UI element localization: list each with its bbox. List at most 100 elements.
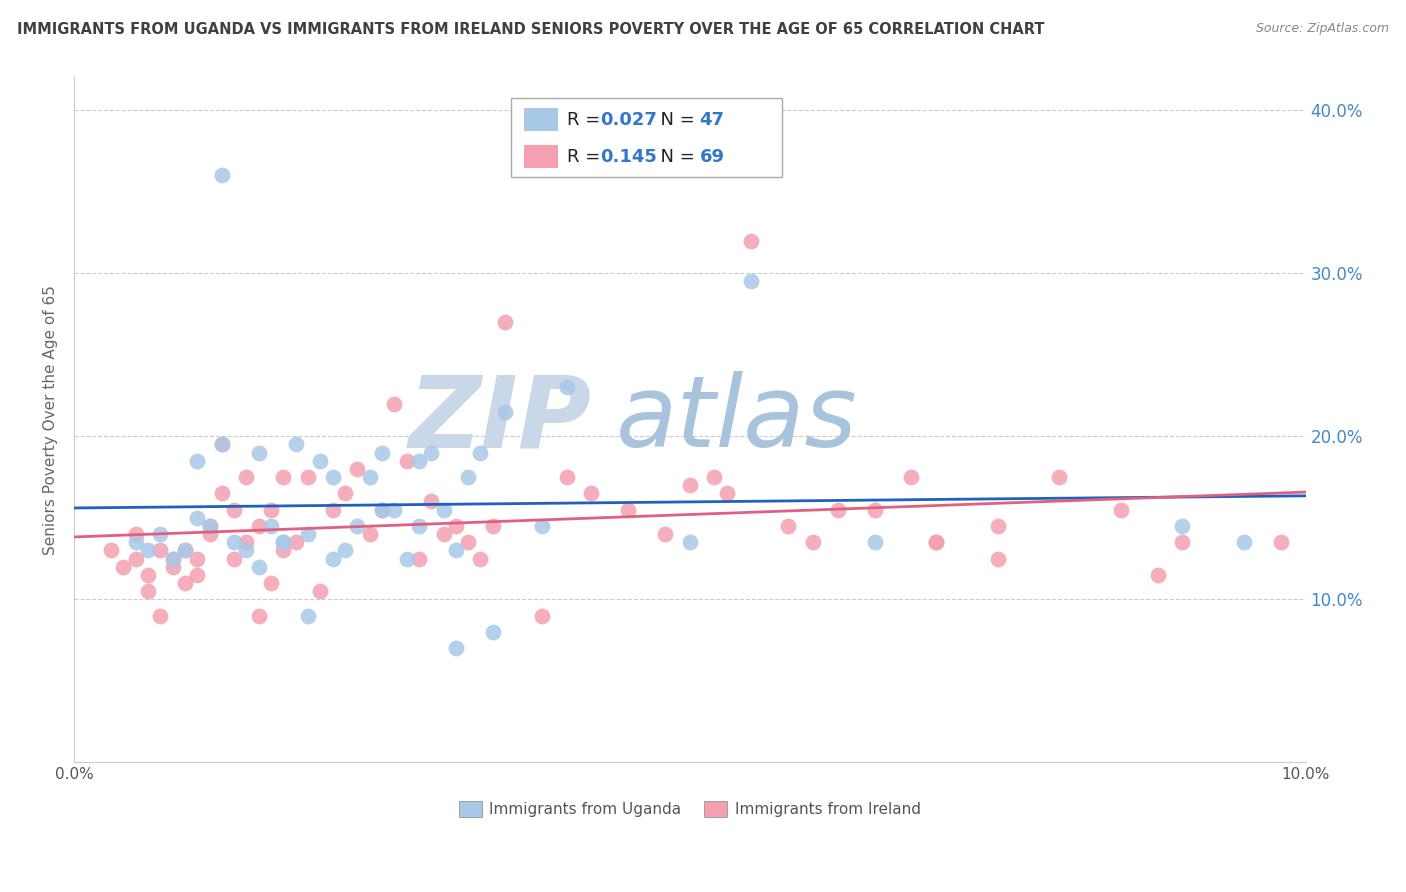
Point <box>273 535 295 549</box>
Point <box>297 608 319 623</box>
Point <box>408 453 430 467</box>
Point <box>531 519 554 533</box>
Point <box>371 502 394 516</box>
Point <box>346 462 368 476</box>
Text: N =: N = <box>650 111 700 129</box>
Point <box>149 527 172 541</box>
Point <box>346 519 368 533</box>
Point <box>382 396 405 410</box>
Point <box>1171 535 1194 549</box>
FancyBboxPatch shape <box>523 145 558 168</box>
Point <box>654 527 676 541</box>
Point <box>309 584 332 599</box>
Point <box>186 551 208 566</box>
Point <box>247 445 270 459</box>
Point <box>457 535 479 549</box>
Point <box>235 535 257 549</box>
Point <box>900 470 922 484</box>
Point <box>211 486 233 500</box>
Point <box>382 502 405 516</box>
FancyBboxPatch shape <box>512 98 782 177</box>
Text: R =: R = <box>567 111 606 129</box>
Point <box>260 576 283 591</box>
Point <box>925 535 948 549</box>
Text: 0.027: 0.027 <box>600 111 657 129</box>
Point <box>211 169 233 183</box>
Point <box>987 551 1010 566</box>
Text: Source: ZipAtlas.com: Source: ZipAtlas.com <box>1256 22 1389 36</box>
Point <box>273 470 295 484</box>
Point <box>1109 502 1132 516</box>
Point <box>801 535 824 549</box>
Point <box>359 470 381 484</box>
Point <box>617 502 640 516</box>
Text: 69: 69 <box>700 148 724 166</box>
Point <box>309 453 332 467</box>
Point <box>322 551 344 566</box>
Point <box>395 453 418 467</box>
Point <box>420 445 443 459</box>
Point <box>224 551 246 566</box>
Point <box>124 527 146 541</box>
Text: 0.145: 0.145 <box>600 148 657 166</box>
Point <box>162 559 184 574</box>
Point <box>432 502 454 516</box>
Point <box>174 543 197 558</box>
Point <box>420 494 443 508</box>
Point <box>284 437 307 451</box>
Y-axis label: Seniors Poverty Over the Age of 65: Seniors Poverty Over the Age of 65 <box>44 285 58 555</box>
Point <box>987 519 1010 533</box>
Legend: Immigrants from Uganda, Immigrants from Ireland: Immigrants from Uganda, Immigrants from … <box>453 795 927 823</box>
Point <box>778 519 800 533</box>
Point <box>297 470 319 484</box>
Point <box>198 519 221 533</box>
Point <box>124 551 146 566</box>
Point <box>174 543 197 558</box>
Point <box>198 527 221 541</box>
Point <box>333 543 356 558</box>
Point <box>322 502 344 516</box>
Point <box>863 502 886 516</box>
Point <box>581 486 603 500</box>
Point <box>235 543 257 558</box>
Point <box>112 559 135 574</box>
Point <box>149 543 172 558</box>
Point <box>149 608 172 623</box>
Text: ZIP: ZIP <box>408 371 592 468</box>
Point <box>359 527 381 541</box>
Point <box>408 519 430 533</box>
Point <box>162 551 184 566</box>
Point <box>740 274 762 288</box>
Point <box>136 567 159 582</box>
Point <box>224 535 246 549</box>
Point <box>531 608 554 623</box>
Point <box>555 380 578 394</box>
Point <box>198 519 221 533</box>
Point <box>136 543 159 558</box>
Point <box>679 478 702 492</box>
FancyBboxPatch shape <box>523 108 558 131</box>
Point <box>284 535 307 549</box>
Point <box>470 445 492 459</box>
Text: atlas: atlas <box>616 371 858 468</box>
Point <box>703 470 725 484</box>
Point <box>444 543 467 558</box>
Point <box>863 535 886 549</box>
Point <box>1233 535 1256 549</box>
Point <box>371 502 394 516</box>
Point <box>408 551 430 566</box>
Point <box>186 510 208 524</box>
Point <box>333 486 356 500</box>
Point <box>100 543 122 558</box>
Point <box>555 470 578 484</box>
Point <box>260 519 283 533</box>
Text: R =: R = <box>567 148 606 166</box>
Point <box>1171 519 1194 533</box>
Text: IMMIGRANTS FROM UGANDA VS IMMIGRANTS FROM IRELAND SENIORS POVERTY OVER THE AGE O: IMMIGRANTS FROM UGANDA VS IMMIGRANTS FRO… <box>17 22 1045 37</box>
Point <box>235 470 257 484</box>
Point <box>494 405 516 419</box>
Point <box>481 519 503 533</box>
Point <box>297 527 319 541</box>
Point <box>470 551 492 566</box>
Text: N =: N = <box>650 148 700 166</box>
